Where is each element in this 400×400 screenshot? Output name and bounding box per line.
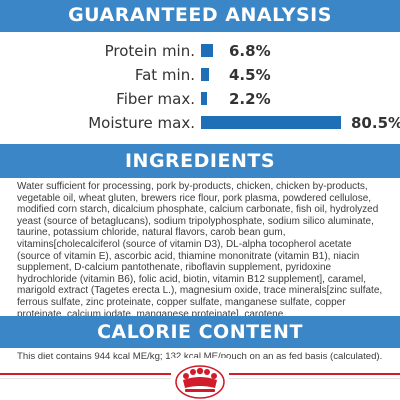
analysis-label: Fiber max.: [116, 90, 195, 108]
analysis-bar: [201, 44, 213, 57]
analysis-label: Protein min.: [104, 42, 195, 60]
ingredients-text: Water sufficient for processing, pork by…: [17, 181, 383, 320]
royal-canin-crown-logo-icon: [171, 358, 229, 400]
calorie-content-text: This diet contains 944 kcal ME/kg; 132 k…: [17, 351, 383, 362]
analysis-bar: [201, 116, 341, 129]
calorie-content-header: CALORIE CONTENT: [0, 316, 400, 348]
analysis-row: Moisture max. 80.5%: [0, 112, 400, 136]
analysis-row: Fiber max. 2.2%: [0, 88, 400, 112]
ingredients-header: INGREDIENTS: [0, 144, 400, 178]
analysis-value: 2.2%: [229, 90, 271, 108]
analysis-value: 4.5%: [229, 66, 271, 84]
analysis-bar: [201, 68, 209, 81]
analysis-bar: [201, 92, 207, 105]
analysis-label: Fat min.: [134, 66, 195, 84]
analysis-row: Fat min. 4.5%: [0, 64, 400, 88]
guaranteed-analysis-table: Protein min. 6.8% Fat min. 4.5% Fiber ma…: [0, 40, 400, 136]
analysis-label: Moisture max.: [88, 114, 195, 132]
guaranteed-analysis-header: GUARANTEED ANALYSIS: [0, 0, 400, 32]
analysis-value: 80.5%: [351, 114, 400, 132]
analysis-row: Protein min. 6.8%: [0, 40, 400, 64]
analysis-value: 6.8%: [229, 42, 271, 60]
